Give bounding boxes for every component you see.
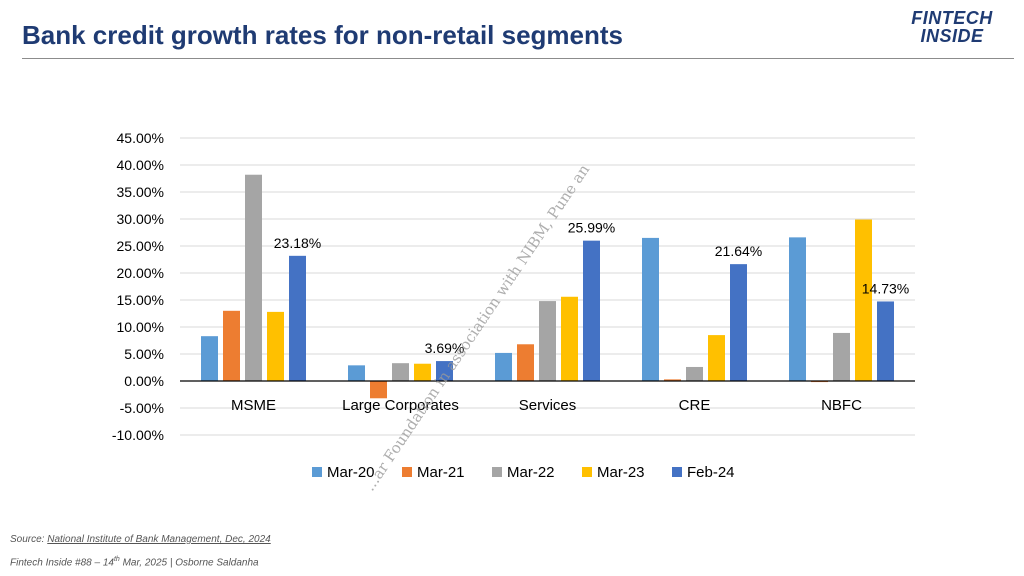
brand-logo: FINTECH INSIDE bbox=[902, 9, 1002, 45]
bar bbox=[583, 240, 600, 381]
bar bbox=[877, 301, 894, 381]
legend-swatch bbox=[492, 467, 502, 477]
y-tick-label: 0.00% bbox=[124, 373, 164, 389]
bar bbox=[267, 311, 284, 381]
chart-legend: Mar-20 Mar-21 Mar-22 Mar-23 Feb-24 bbox=[312, 464, 735, 481]
data-label: 3.69% bbox=[425, 340, 465, 356]
watermark: ...ar Foundation in association with NIB… bbox=[360, 161, 593, 494]
chart-bars bbox=[201, 174, 894, 399]
bar bbox=[708, 335, 725, 381]
y-tick-label: 10.00% bbox=[117, 319, 164, 335]
legend-swatch bbox=[582, 467, 592, 477]
watermark-text: ...ar Foundation in association with NIB… bbox=[360, 161, 593, 494]
x-category-label: CRE bbox=[679, 397, 711, 414]
legend-swatch bbox=[402, 467, 412, 477]
data-label: 25.99% bbox=[568, 220, 615, 236]
bar bbox=[855, 219, 872, 381]
bar bbox=[436, 361, 453, 381]
y-tick-label: 35.00% bbox=[117, 184, 164, 200]
legend-swatch bbox=[672, 467, 682, 477]
data-label: 14.73% bbox=[862, 280, 909, 296]
x-axis-category-labels: MSME Large Corporates Services CRE NBFC bbox=[231, 397, 862, 414]
y-tick-label: 30.00% bbox=[117, 211, 164, 227]
y-axis-tick-labels: 45.00% 40.00% 35.00% 30.00% 25.00% 20.00% 15.0… bbox=[112, 130, 164, 443]
x-category-label: Large Corporates bbox=[342, 397, 459, 414]
y-tick-label: 40.00% bbox=[117, 157, 164, 173]
credit-line: Fintech Inside #88 – 14th Mar, 2025 | Os… bbox=[10, 556, 259, 569]
y-tick-label: 15.00% bbox=[117, 292, 164, 308]
legend-swatch bbox=[312, 467, 322, 477]
data-label: 21.64% bbox=[715, 243, 762, 259]
bar bbox=[392, 363, 409, 381]
bar bbox=[414, 363, 431, 381]
y-tick-label: 5.00% bbox=[124, 346, 164, 362]
x-category-label: Services bbox=[519, 397, 577, 414]
y-tick-label: 25.00% bbox=[117, 238, 164, 254]
data-label: 23.18% bbox=[274, 235, 321, 251]
legend-label: Mar-20 bbox=[327, 464, 375, 481]
brand-line-2: INSIDE bbox=[920, 26, 984, 46]
source-link[interactable]: National Institute of Bank Management, D… bbox=[47, 534, 271, 545]
bar bbox=[370, 381, 387, 399]
header-divider bbox=[22, 58, 1014, 59]
legend-label: Feb-24 bbox=[687, 464, 735, 481]
bar bbox=[539, 301, 556, 381]
brand-line-1: FINTECH bbox=[911, 8, 993, 28]
y-tick-label: -5.00% bbox=[120, 400, 164, 416]
bar bbox=[686, 366, 703, 381]
bar bbox=[495, 352, 512, 381]
bar bbox=[730, 264, 747, 381]
bar bbox=[561, 296, 578, 381]
bar bbox=[348, 365, 365, 381]
y-tick-label: -10.00% bbox=[112, 427, 164, 443]
x-category-label: NBFC bbox=[821, 397, 862, 414]
y-tick-label: 20.00% bbox=[117, 265, 164, 281]
bar bbox=[517, 344, 534, 381]
bar bbox=[833, 332, 850, 381]
bar bbox=[289, 255, 306, 381]
bar bbox=[642, 237, 659, 381]
legend-label: Mar-22 bbox=[507, 464, 555, 481]
source-note: Source: National Institute of Bank Manag… bbox=[10, 534, 271, 545]
bar bbox=[789, 237, 806, 381]
y-tick-label: 45.00% bbox=[117, 130, 164, 146]
data-labels: 23.18% 3.69% 25.99% 21.64% 14.73% bbox=[274, 220, 909, 356]
legend-label: Mar-23 bbox=[597, 464, 645, 481]
bar bbox=[245, 174, 262, 381]
bar bbox=[223, 310, 240, 381]
x-category-label: MSME bbox=[231, 397, 276, 414]
page-title: Bank credit growth rates for non-retail … bbox=[22, 20, 624, 50]
bar bbox=[664, 379, 681, 381]
legend-label: Mar-21 bbox=[417, 464, 465, 481]
bar bbox=[201, 336, 218, 381]
